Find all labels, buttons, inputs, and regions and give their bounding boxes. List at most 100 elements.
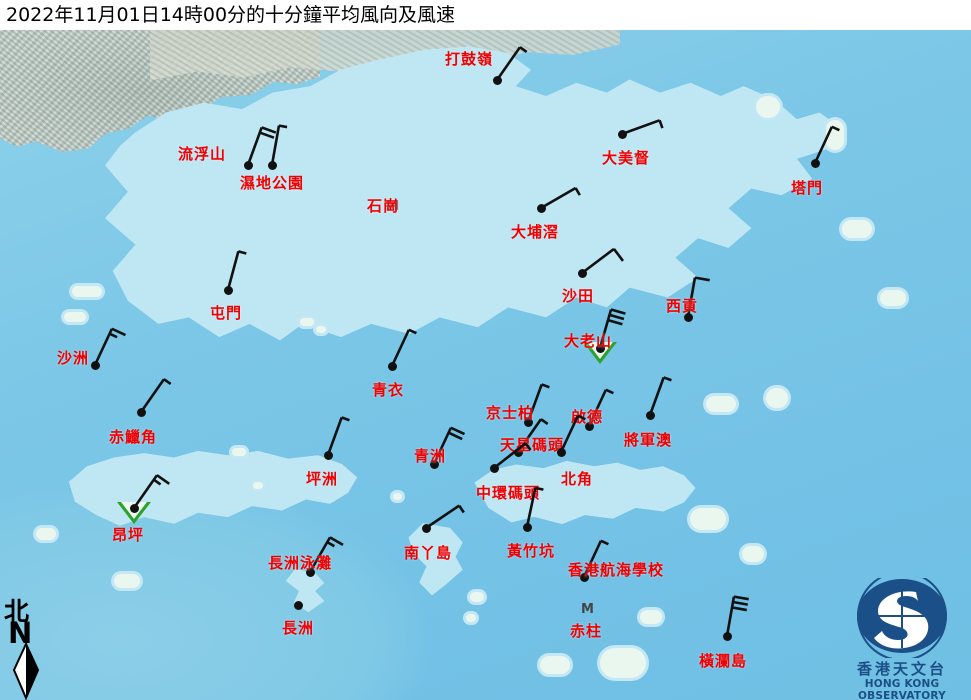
wind-barb-icon: [425, 504, 465, 530]
station-dot: [722, 631, 732, 641]
station-label: 西貢: [666, 297, 699, 315]
hko-logo: 香港天文台 HONG KONG OBSERVATORY: [838, 571, 966, 700]
landmass-hong-kong-island: [474, 461, 696, 524]
wind-barb-icon: [132, 474, 170, 509]
wind-barb-icon: [526, 383, 550, 423]
islet: [72, 286, 102, 297]
station-label: 大老山: [564, 332, 613, 350]
station-dot: [223, 285, 233, 295]
station-dot: [617, 129, 627, 139]
station-label: 香港航海學校: [568, 561, 665, 579]
islet: [706, 396, 736, 412]
station-label: 沙田: [562, 287, 595, 305]
station-label: 坪洲: [306, 470, 339, 488]
islet: [253, 482, 263, 489]
islet: [766, 388, 788, 408]
wind-barb-icon: [493, 442, 532, 470]
station-label: 濕地公園: [240, 174, 305, 192]
station-label: 大美督: [602, 149, 651, 167]
islet: [316, 326, 326, 333]
islet: [742, 546, 764, 562]
wind-barb-icon: [326, 416, 350, 456]
station-label: 青衣: [372, 381, 405, 399]
station-dot: [577, 268, 587, 278]
station-dot: [595, 343, 605, 353]
wind-barb-icon: [308, 536, 344, 573]
station-dot: [323, 450, 333, 460]
station-label: 流浮山: [178, 145, 227, 163]
wind-barb-icon: [587, 388, 614, 427]
title-bar: 2022年11月01日14時00分的十分鐘平均風向及風速: [0, 0, 971, 30]
islet: [466, 614, 476, 622]
station-label: 北角: [561, 470, 594, 488]
station-dot: [584, 421, 594, 431]
wind-barb-icon: [581, 247, 625, 275]
wind-barb-icon: [525, 486, 544, 528]
wind-barb-icon: [686, 276, 710, 318]
islet: [470, 592, 484, 602]
station-dot: [136, 407, 146, 417]
wind-barb-icon: [598, 308, 626, 349]
north-compass: 北 N: [4, 592, 64, 700]
islet: [36, 528, 56, 540]
station-dot: [513, 447, 523, 457]
station-label: 屯門: [210, 304, 243, 322]
station-label: 南丫島: [404, 544, 453, 562]
islet: [232, 448, 246, 456]
hko-logo-icon: [857, 571, 947, 661]
wind-barb-icon: [559, 414, 586, 453]
logo-name-en: HONG KONG OBSERVATORY: [858, 678, 946, 700]
logo-name-cn: 香港天文台: [856, 660, 947, 678]
station-dot: [387, 361, 397, 371]
station-label: 沙洲: [57, 349, 90, 367]
wind-barb-icon: [495, 46, 528, 81]
islet: [880, 290, 906, 306]
station-label: 青洲: [414, 447, 447, 465]
compass-needle-icon: [12, 641, 40, 700]
compass-label-cn: 北: [4, 597, 30, 626]
station-dot: [489, 463, 499, 473]
islet: [640, 610, 662, 624]
station-label: 中環碼頭: [476, 484, 541, 502]
islet: [756, 96, 780, 118]
wind-barb-icon: [540, 186, 581, 210]
station-dot: [536, 203, 546, 213]
missing-data-symbol: M: [386, 199, 399, 214]
station-label: 打鼓嶺: [445, 50, 494, 68]
wind-barb-icon: [390, 328, 417, 367]
station-label: 昂坪: [112, 526, 145, 544]
station-dot: [522, 522, 532, 532]
missing-data-symbol: M: [581, 602, 594, 617]
islet: [300, 318, 314, 326]
station-label: 大埔滘: [511, 223, 560, 241]
page-title: 2022年11月01日14時00分的十分鐘平均風向及風速: [6, 4, 456, 26]
station-dot: [305, 567, 315, 577]
station-dot: [810, 158, 820, 168]
compass-label-en: N: [8, 616, 33, 650]
station-label: 啟德: [571, 408, 604, 426]
wind-barb-icon: [582, 539, 609, 578]
wind-barb-icon: [270, 124, 288, 166]
wind-barb-icon: [432, 426, 466, 465]
islet: [600, 648, 646, 678]
station-dot: [645, 410, 655, 420]
station-dot: [293, 600, 303, 610]
station-dot: [556, 447, 566, 457]
station-dot: [267, 160, 277, 170]
station-dot: [421, 523, 431, 533]
wind-barb-icon: [226, 250, 247, 291]
station-label: 天星碼頭: [500, 436, 565, 454]
wind-barb-icon: [139, 378, 172, 413]
wind-barb-icon: [725, 595, 749, 637]
islet: [393, 493, 402, 500]
station-label: 長洲: [282, 619, 315, 637]
station-dot: [90, 360, 100, 370]
station-label: 橫瀾島: [699, 652, 748, 670]
station-label: 赤鱲角: [109, 428, 158, 446]
station-label: 黃竹坑: [507, 542, 556, 560]
station-dot: [129, 503, 139, 513]
station-dot: [579, 572, 589, 582]
wind-barb-icon: [246, 126, 277, 166]
station-dot: [429, 459, 439, 469]
